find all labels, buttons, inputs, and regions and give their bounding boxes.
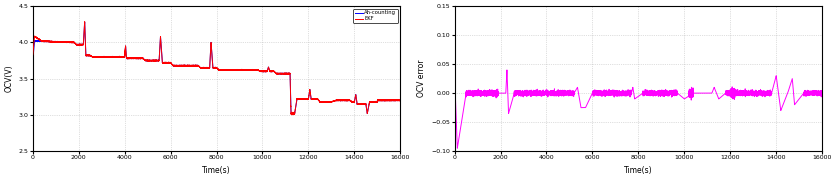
Ah-counting bbox=[320, 101, 330, 103]
Legend: Ah-counting, EKF: Ah-counting, EKF bbox=[353, 9, 398, 23]
EKF bbox=[288, 114, 298, 116]
Ah-counting bbox=[288, 113, 298, 115]
EKF bbox=[320, 101, 330, 103]
Ah-counting bbox=[79, 21, 89, 23]
EKF bbox=[395, 99, 405, 101]
EKF bbox=[380, 99, 390, 101]
Ah-counting bbox=[380, 99, 390, 101]
Ah-counting bbox=[120, 47, 130, 49]
EKF bbox=[79, 21, 89, 23]
X-axis label: Time(s): Time(s) bbox=[624, 166, 653, 175]
Ah-counting bbox=[354, 103, 364, 105]
Y-axis label: OCV error: OCV error bbox=[417, 60, 426, 97]
EKF bbox=[120, 47, 130, 49]
X-axis label: Time(s): Time(s) bbox=[202, 166, 231, 175]
Ah-counting bbox=[64, 41, 74, 43]
EKF bbox=[354, 103, 364, 105]
EKF bbox=[329, 100, 339, 102]
EKF bbox=[28, 54, 38, 56]
Ah-counting bbox=[329, 100, 339, 102]
Ah-counting bbox=[395, 99, 405, 101]
Line: Ah-counting: Ah-counting bbox=[33, 22, 400, 114]
Y-axis label: OCV(V): OCV(V) bbox=[4, 65, 13, 92]
Ah-counting bbox=[28, 59, 38, 62]
Line: EKF: EKF bbox=[33, 22, 400, 115]
EKF bbox=[64, 41, 74, 43]
